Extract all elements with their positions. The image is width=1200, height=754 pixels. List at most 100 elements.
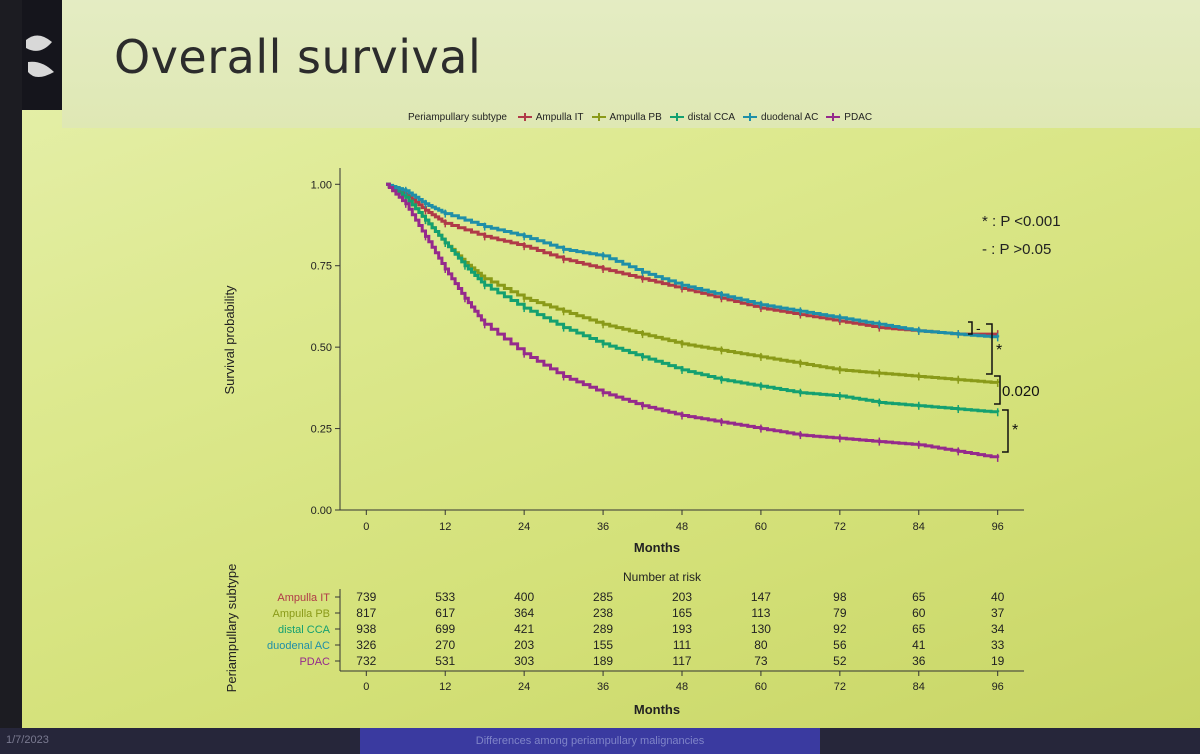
title-band: Overall survival [62, 0, 1200, 128]
series-line [386, 182, 1000, 414]
risk-cell: 165 [672, 606, 692, 620]
risk-cell: 739 [356, 590, 376, 604]
risk-cell: 79 [833, 606, 847, 620]
risk-x-tick-label: 96 [992, 681, 1004, 693]
x-tick-label: 84 [913, 521, 925, 533]
x-tick-label: 60 [755, 521, 767, 533]
risk-cell: 111 [673, 638, 692, 652]
x-tick-label: 72 [834, 521, 846, 533]
y-tick-label: 0.00 [311, 505, 332, 517]
y-tick-label: 0.25 [311, 424, 332, 436]
risk-cell: 33 [991, 638, 1005, 652]
risk-cell: 98 [833, 590, 847, 604]
footer-caption: Differences among periampullary malignan… [360, 728, 820, 754]
legend-label: distal CCA [687, 112, 736, 123]
risk-cell: 285 [593, 590, 613, 604]
legend-swatch [826, 113, 841, 122]
risk-table-ylabel: Periampullary subtype [224, 564, 239, 693]
risk-cell: 289 [593, 622, 613, 636]
legend-item: duodenal AC [743, 112, 818, 123]
risk-cell: 203 [672, 590, 692, 604]
x-axis-label: Months [634, 540, 680, 555]
legend-label: PDAC [844, 112, 873, 123]
x-tick-label: 24 [518, 521, 530, 533]
legend-swatch [591, 113, 606, 122]
risk-row-label: PDAC [299, 656, 330, 668]
legend-label: Ampulla IT [535, 112, 584, 123]
risk-x-tick-label: 36 [597, 681, 609, 693]
risk-cell: 37 [991, 606, 1005, 620]
risk-x-tick-label: 48 [676, 681, 688, 693]
risk-cell: 238 [593, 606, 613, 620]
risk-cell: 65 [912, 590, 926, 604]
risk-cell: 531 [435, 654, 455, 668]
bottom-bar: 1/7/2023 Differences among periampullary… [0, 728, 1200, 754]
legend-label: duodenal AC [761, 112, 819, 123]
bracket-cca-vs-pdac: * [1002, 409, 1018, 453]
footer-date: 1/7/2023 [6, 734, 49, 746]
risk-x-tick-label: 12 [439, 681, 451, 693]
legend-swatch [669, 113, 684, 122]
risk-cell: 130 [751, 622, 771, 636]
risk-cell: 270 [435, 638, 455, 652]
risk-cell: 699 [435, 622, 455, 636]
bracket-it-vs-duod: - [968, 320, 981, 336]
risk-cell: 938 [356, 622, 376, 636]
legend-swatch [517, 113, 532, 122]
risk-cell: 41 [912, 638, 926, 652]
x-tick-label: 36 [597, 521, 609, 533]
risk-row-label: Ampulla PB [273, 608, 330, 620]
risk-cell: 189 [593, 654, 613, 668]
risk-cell: 92 [833, 622, 847, 636]
legend-item: Ampulla PB [591, 112, 662, 123]
risk-cell: 533 [435, 590, 455, 604]
risk-cell: 19 [991, 654, 1005, 668]
logo [22, 0, 62, 110]
risk-cell: 40 [991, 590, 1005, 604]
y-axis-label: Survival probability [222, 285, 237, 395]
risk-cell: 65 [912, 622, 926, 636]
risk-cell: 193 [672, 622, 692, 636]
risk-cell: 73 [754, 654, 768, 668]
risk-cell: 34 [991, 622, 1005, 636]
x-tick-label: 96 [992, 521, 1004, 533]
risk-row-label: duodenal AC [267, 640, 330, 652]
x-tick-label: 48 [676, 521, 688, 533]
risk-cell: 817 [356, 606, 376, 620]
risk-row-label: Ampulla IT [277, 592, 330, 604]
risk-cell: 36 [912, 654, 926, 668]
risk-table-xlabel: Months [634, 702, 680, 717]
legend-label: Ampulla PB [609, 112, 662, 123]
legend-swatch [743, 113, 758, 122]
legend-item: PDAC [826, 112, 872, 123]
risk-cell: 56 [833, 638, 847, 652]
risk-cell: 732 [356, 654, 376, 668]
risk-x-tick-label: 60 [755, 681, 767, 693]
risk-cell: 400 [514, 590, 534, 604]
series-line [386, 182, 998, 336]
risk-table-title: Number at risk [623, 570, 702, 584]
sig-star-label: * : P <0.001 [982, 213, 1061, 230]
risk-cell: 113 [751, 606, 770, 620]
slide: Overall survival Periampullary subtype A… [22, 0, 1200, 728]
risk-cell: 203 [514, 638, 534, 652]
legend-item: distal CCA [669, 112, 736, 123]
bracket-1-label: - [976, 320, 981, 336]
risk-cell: 303 [514, 654, 534, 668]
risk-x-tick-label: 0 [363, 681, 369, 693]
risk-cell: 52 [833, 654, 847, 668]
risk-cell: 60 [912, 606, 926, 620]
y-tick-label: 1.00 [311, 179, 332, 191]
bracket-3-label: * [1012, 422, 1018, 439]
risk-cell: 326 [356, 638, 376, 652]
risk-cell: 421 [514, 622, 534, 636]
y-tick-label: 0.75 [311, 261, 332, 273]
risk-cell: 364 [514, 606, 534, 620]
chart-legend: Periampullary subtype Ampulla IT Ampulla … [408, 112, 872, 123]
legend-title: Periampullary subtype [408, 112, 507, 123]
risk-cell: 147 [751, 590, 771, 604]
risk-cell: 617 [435, 606, 455, 620]
x-tick-label: 12 [439, 521, 451, 533]
risk-x-tick-label: 24 [518, 681, 530, 693]
risk-cell: 155 [593, 638, 613, 652]
